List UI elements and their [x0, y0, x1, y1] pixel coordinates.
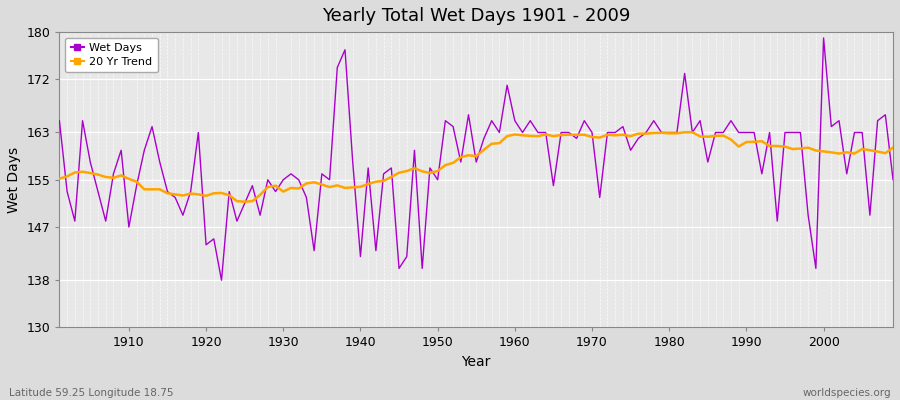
X-axis label: Year: Year [462, 355, 490, 369]
Title: Yearly Total Wet Days 1901 - 2009: Yearly Total Wet Days 1901 - 2009 [322, 7, 630, 25]
Y-axis label: Wet Days: Wet Days [7, 147, 21, 213]
Text: worldspecies.org: worldspecies.org [803, 388, 891, 398]
Text: Latitude 59.25 Longitude 18.75: Latitude 59.25 Longitude 18.75 [9, 388, 174, 398]
Legend: Wet Days, 20 Yr Trend: Wet Days, 20 Yr Trend [65, 38, 158, 72]
